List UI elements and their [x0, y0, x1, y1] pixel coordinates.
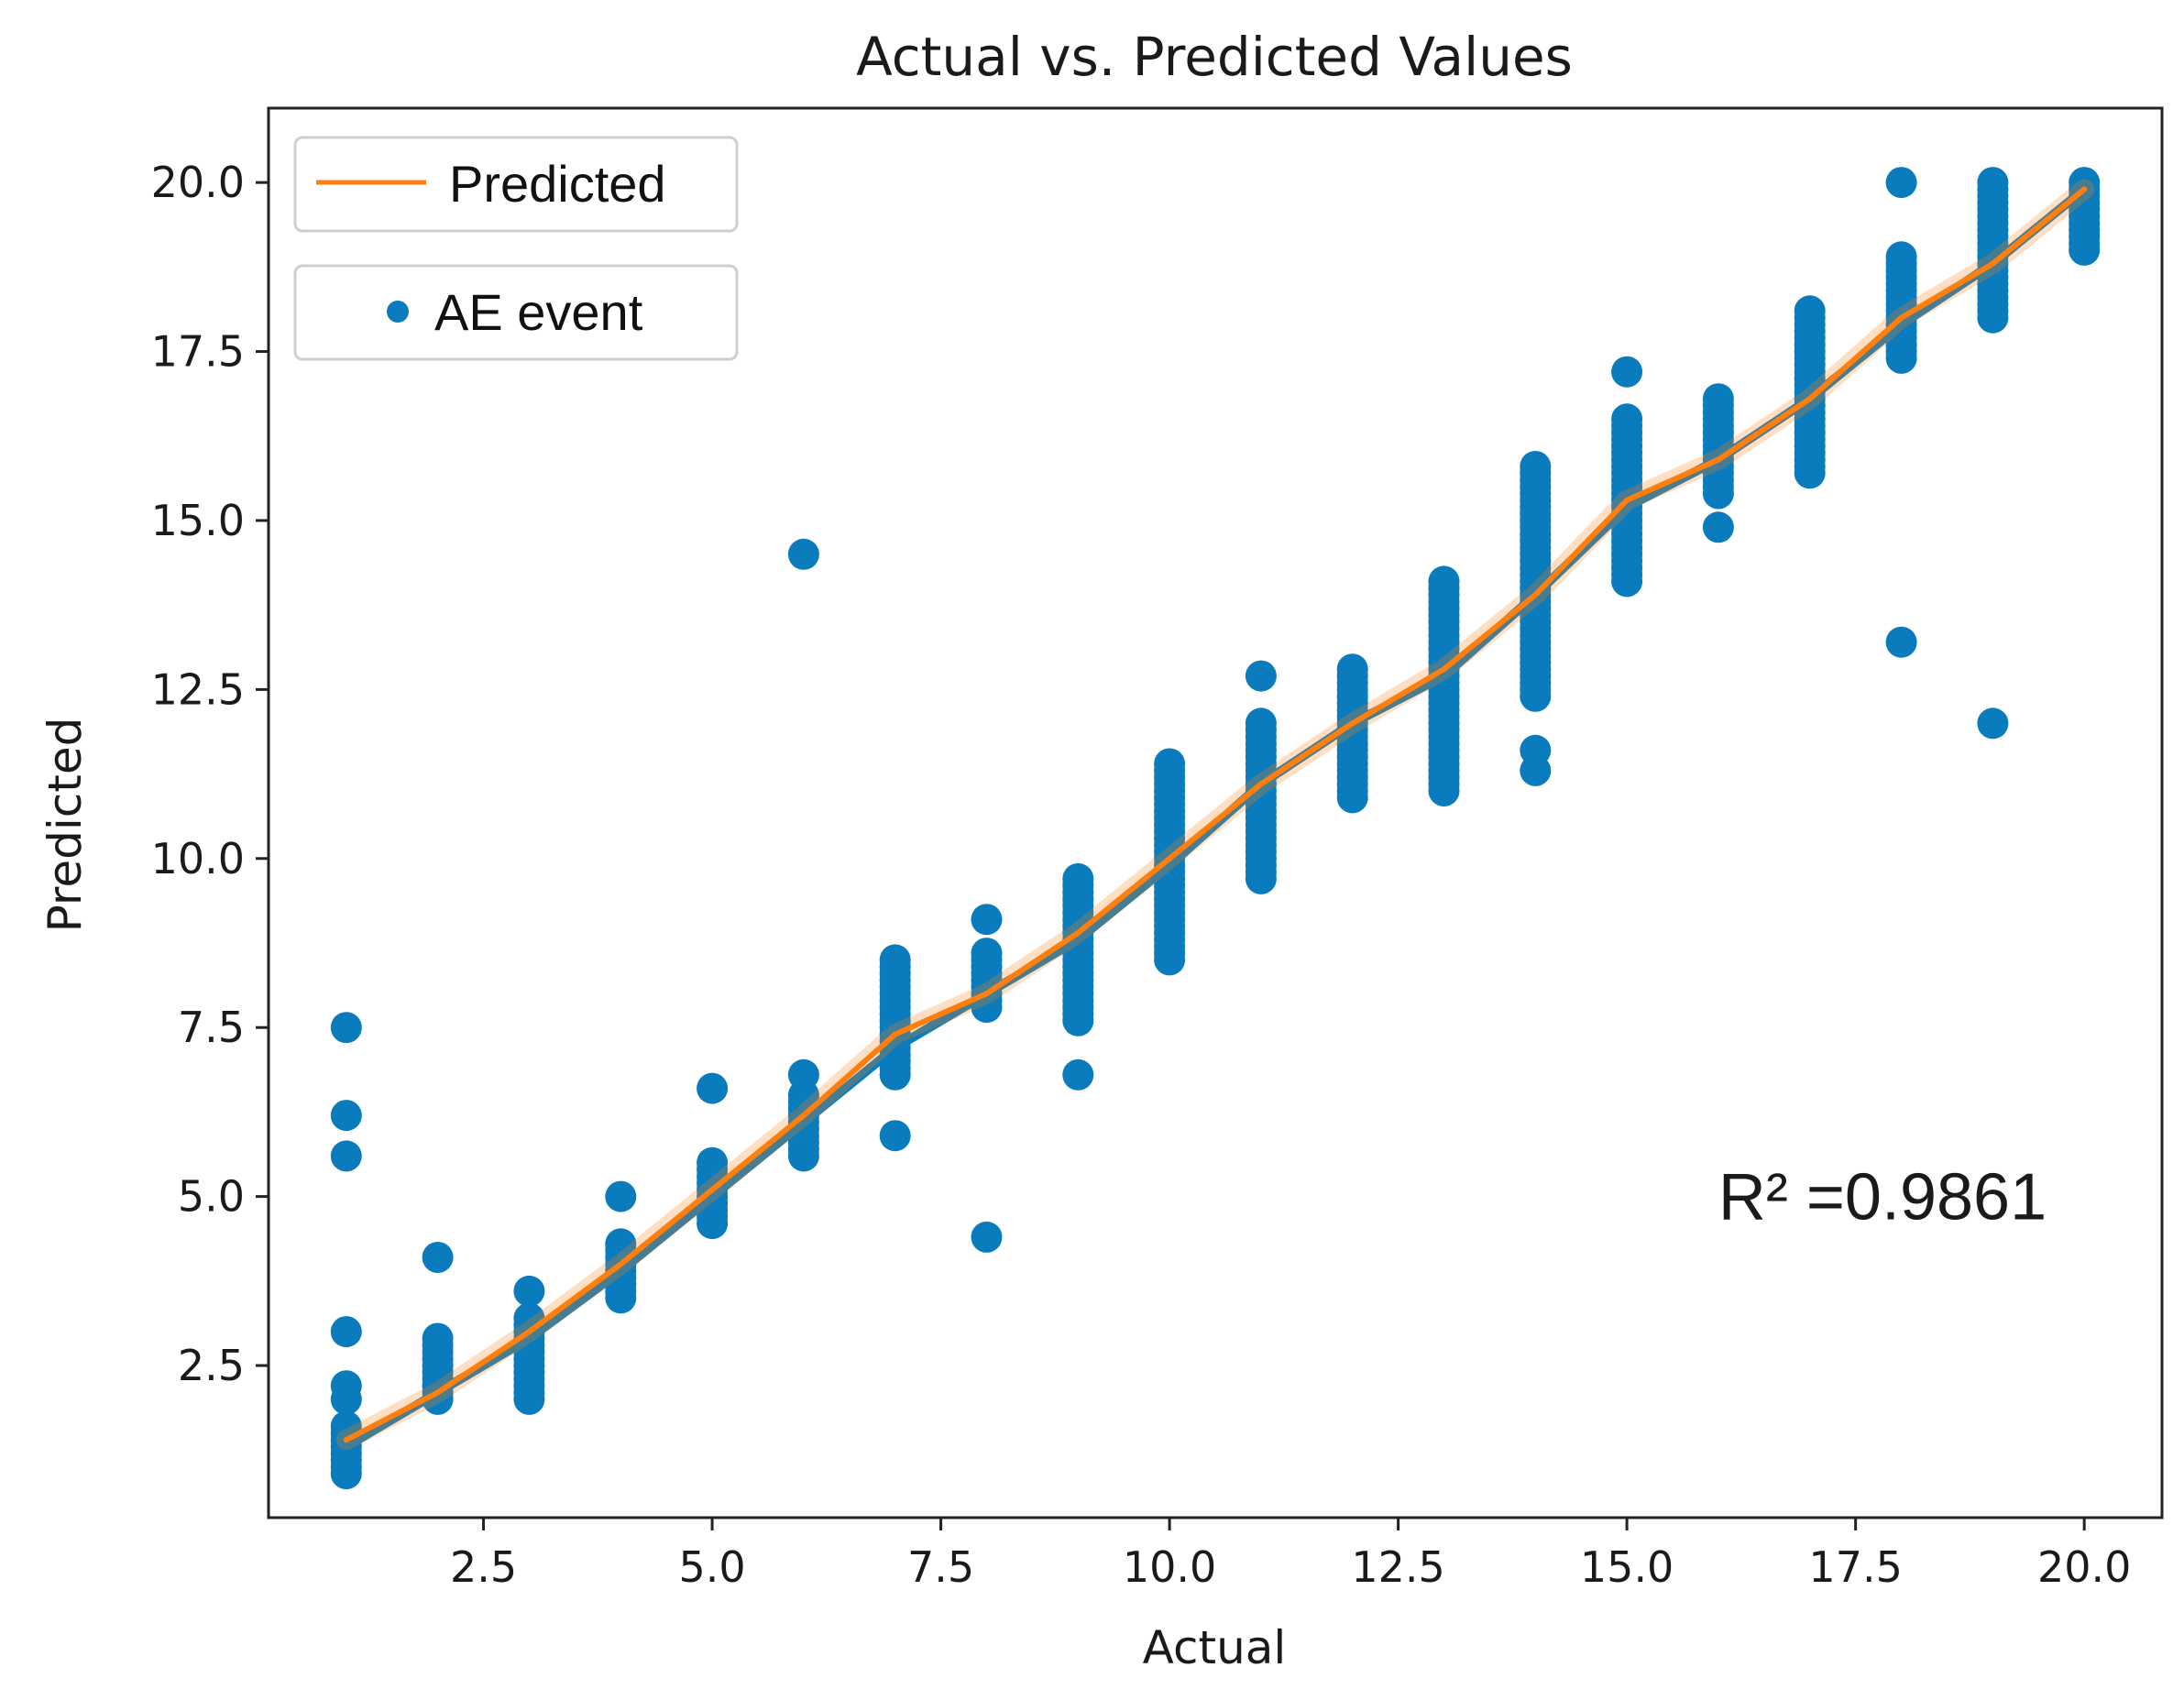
scatter-point-1-13 [330, 1012, 362, 1044]
scatter-point-15-25 [1611, 356, 1643, 388]
y-tick-label: 10.0 [151, 834, 245, 883]
x-tick-label: 12.5 [1351, 1542, 1444, 1592]
legend-box-ae-event [293, 264, 739, 361]
scatter-point-7-18 [879, 1120, 911, 1152]
scatter-point-9-21 [1062, 862, 1094, 894]
x-tick-label: 2.5 [450, 1542, 517, 1592]
y-tick-label: 17.5 [151, 327, 245, 377]
scatter-point-10-29 [1154, 748, 1186, 780]
x-tick-label: 7.5 [907, 1542, 974, 1592]
scatter-point-1-10 [330, 1316, 362, 1348]
legend-label-ae-event: AE event [434, 283, 643, 341]
legend-entry-ae-event: AE event [293, 264, 739, 361]
scatter-point-1-12 [330, 1100, 362, 1132]
r-squared-annotation: R² =0.9861 [1718, 1161, 2047, 1234]
scatter-point-6-10 [787, 1058, 819, 1091]
legend-box-predicted [293, 136, 739, 233]
scatter-point-14-36 [1520, 734, 1552, 766]
scatter-point-19-21 [1977, 707, 2009, 740]
plot-frame [267, 106, 2164, 1519]
scatter-point-7-17 [879, 944, 911, 976]
x-tick-label: 10.0 [1123, 1542, 1216, 1592]
scatter-point-11-24 [1245, 660, 1277, 692]
y-tick-label: 7.5 [178, 1003, 245, 1052]
scatter-point-9-22 [1062, 1058, 1094, 1091]
y-tick-label: 15.0 [151, 496, 245, 545]
scatter-point-3-13 [513, 1275, 545, 1307]
scatter-point-8-9 [971, 904, 1003, 936]
scatter-point-8-10 [971, 1221, 1003, 1253]
scatter-point-5-9 [697, 1146, 729, 1179]
scatter-point-4-8 [605, 1228, 637, 1260]
scatter-point-18-16 [1885, 167, 1917, 199]
scatter-point-5-10 [697, 1072, 729, 1104]
scatter-point-2-10 [422, 1242, 454, 1273]
x-axis-ticks: 2.5 5.0 7.5 10.0 12.5 15.0 17.5 20.0 [450, 1518, 2131, 1592]
legend-entry-predicted: Predicted [293, 136, 739, 233]
scatter-point-11-23 [1245, 707, 1277, 740]
scatter-point-19-20 [1977, 167, 2009, 199]
scatter-point-1-11 [330, 1140, 362, 1172]
x-tick-label: 17.5 [1808, 1542, 1902, 1592]
scatter-point-17-24 [1794, 295, 1826, 327]
scatter-point-18-15 [1885, 241, 1917, 273]
y-tick-label: 12.5 [151, 664, 245, 714]
scatter-point-14-34 [1520, 451, 1552, 482]
x-tick-label: 15.0 [1580, 1542, 1674, 1592]
y-tick-label: 2.5 [178, 1341, 245, 1390]
x-axis-label: Actual [1143, 1621, 1287, 1674]
y-tick-label: 20.0 [151, 158, 245, 207]
scatter-points [330, 167, 2101, 1490]
x-tick-label: 5.0 [678, 1542, 745, 1592]
scatter-point-16-15 [1702, 511, 1734, 543]
scatter-point-12-19 [1336, 653, 1368, 685]
legend-dot-swatch [387, 301, 409, 323]
x-tick-label: 20.0 [2037, 1542, 2131, 1592]
legend: Predicted AE event [293, 136, 739, 361]
scatter-point-13-31 [1428, 565, 1460, 598]
y-axis-label: Predicted [38, 718, 92, 933]
y-tick-label: 5.0 [178, 1172, 245, 1222]
fit-lines [335, 179, 2095, 1452]
chart-title: Actual vs. Predicted Values [856, 26, 1573, 88]
legend-label-predicted: Predicted [449, 155, 666, 213]
y-axis-ticks: 2.5 5.0 7.5 10.0 12.5 15.0 17.5 20.0 [151, 158, 269, 1390]
scatter-point-1-9 [330, 1370, 362, 1402]
predicted-line [343, 186, 2088, 1443]
scatter-point-18-17 [1885, 626, 1917, 658]
scatter-point-6-11 [787, 538, 819, 570]
scatter-point-8-8 [971, 938, 1003, 970]
scatter-point-2-9 [422, 1322, 454, 1355]
scatter-point-15-24 [1611, 403, 1643, 435]
scatter-point-4-9 [605, 1180, 637, 1212]
scatter-point-16-14 [1702, 383, 1734, 415]
